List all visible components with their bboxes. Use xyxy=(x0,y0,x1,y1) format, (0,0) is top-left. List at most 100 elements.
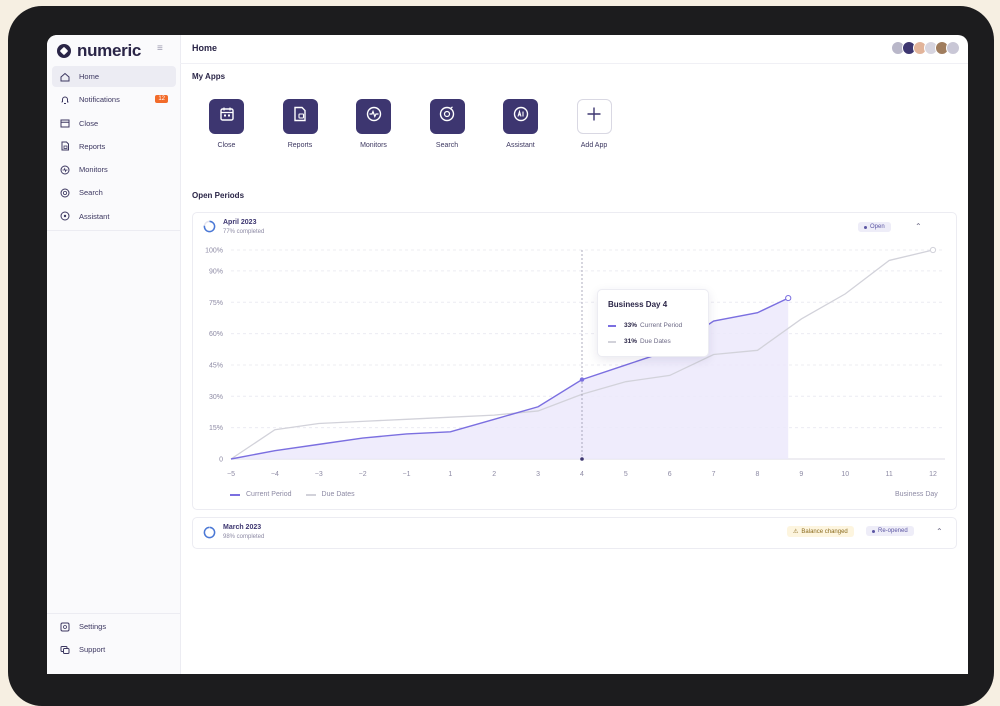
expand-chevron-icon[interactable]: ⌃ xyxy=(936,527,943,536)
top-bar: Home xyxy=(180,35,968,64)
y-tick-label: 100% xyxy=(205,248,223,255)
current-highlight-point xyxy=(579,377,585,382)
x-tick-label: 11 xyxy=(885,471,892,478)
collapse-sidebar-icon[interactable]: ≡ xyxy=(157,43,163,54)
y-tick-label: 90% xyxy=(209,268,223,275)
warning-icon: ⚠ xyxy=(793,529,799,535)
tooltip-row-due: 31% Due Dates xyxy=(608,338,671,345)
period-progress-text: 77% completed xyxy=(223,229,265,235)
x-tick-label: 8 xyxy=(756,471,760,478)
y-tick-label: 75% xyxy=(209,300,223,307)
app-search[interactable]: Search xyxy=(429,99,466,149)
brand-logo[interactable]: numeric xyxy=(57,41,141,61)
sidebar-item-monitors[interactable]: Monitors xyxy=(52,159,176,180)
notification-count-badge: 12 xyxy=(155,95,168,104)
app-assistant[interactable]: Assistant xyxy=(502,99,539,149)
tooltip-swatch xyxy=(608,340,616,343)
support-icon xyxy=(59,644,70,655)
app-close[interactable]: Close xyxy=(208,99,245,149)
sidebar-divider xyxy=(47,230,180,231)
app-monitors[interactable]: Monitors xyxy=(355,99,392,149)
tooltip-value: 33% xyxy=(624,322,638,329)
axis-highlight-point xyxy=(580,457,584,461)
period-progress-text: 98% completed xyxy=(223,534,265,540)
assistant-icon xyxy=(513,106,529,127)
calendar-icon xyxy=(59,118,70,129)
period-card-march[interactable]: March 2023 98% completed ⚠ Balance chang… xyxy=(192,517,957,549)
app-label: Monitors xyxy=(360,142,387,149)
sidebar-item-label: Notifications xyxy=(79,95,120,105)
avatar xyxy=(946,41,960,55)
sidebar-divider xyxy=(47,613,180,614)
status-dot-icon xyxy=(872,529,875,533)
collapse-chevron-icon[interactable]: ⌃ xyxy=(915,222,922,231)
app-label: Close xyxy=(217,142,236,149)
sidebar-item-reports[interactable]: Reports xyxy=(52,136,176,157)
sidebar-nav: Home Notifications 12 Close Reports xyxy=(52,66,176,229)
status-label: Open xyxy=(870,224,885,230)
calendar-icon xyxy=(219,106,235,127)
x-tick-label: 5 xyxy=(624,471,628,478)
app-label: Search xyxy=(435,142,459,149)
legend-swatch-current xyxy=(230,493,240,496)
current-period-area xyxy=(231,298,789,459)
sidebar-item-label: Close xyxy=(79,118,99,128)
tooltip-value: 31% xyxy=(624,338,638,345)
status-badge: Re-opened xyxy=(866,526,914,536)
x-tick-label: −4 xyxy=(271,471,279,478)
tooltip-title: Business Day 4 xyxy=(608,300,668,309)
y-tick-label: 30% xyxy=(209,394,223,401)
sidebar-item-support[interactable]: Support xyxy=(52,639,176,660)
bell-icon xyxy=(59,94,70,105)
x-tick-label: −2 xyxy=(359,471,367,478)
x-tick-label: 7 xyxy=(712,471,716,478)
sidebar-item-settings[interactable]: Settings xyxy=(52,616,176,637)
tooltip-swatch xyxy=(608,324,616,327)
progress-ring-icon xyxy=(203,220,216,233)
app-launcher: Close Reports Monitors xyxy=(208,99,649,149)
app-tile xyxy=(429,99,465,134)
sidebar-item-label: Home xyxy=(79,72,100,81)
sidebar-item-notifications[interactable]: Notifications 12 xyxy=(52,89,176,110)
sidebar-item-search[interactable]: Search xyxy=(52,182,176,203)
open-periods-heading: Open Periods xyxy=(192,191,245,200)
y-tick-label: 0 xyxy=(219,457,223,464)
period-title: March 2023 xyxy=(223,524,262,531)
sidebar-item-label: Reports xyxy=(79,141,106,151)
app-window: numeric ≡ Home Notifications 12 xyxy=(47,35,968,674)
y-tick-label: 45% xyxy=(209,362,223,369)
status-label: Re-opened xyxy=(878,528,908,534)
app-add[interactable]: Add App xyxy=(576,99,613,149)
sidebar-item-close[interactable]: Close xyxy=(52,113,176,134)
monitor-icon xyxy=(366,106,382,127)
x-tick-label: 10 xyxy=(841,471,849,478)
plus-icon xyxy=(586,106,602,127)
numeric-logo-icon xyxy=(57,44,71,58)
x-tick-label: −1 xyxy=(403,471,411,478)
x-tick-label: 1 xyxy=(448,471,452,478)
progress-ring-icon xyxy=(203,526,216,539)
search-icon xyxy=(59,187,70,198)
sidebar-item-home[interactable]: Home xyxy=(52,66,176,87)
app-tile xyxy=(576,99,612,134)
badge-label: Balance changed xyxy=(801,528,848,535)
chart-legend: Current Period Due Dates xyxy=(230,491,355,498)
user-avatars[interactable] xyxy=(891,41,960,55)
due-end-point xyxy=(929,246,937,254)
x-tick-label: −3 xyxy=(315,471,323,478)
app-tile xyxy=(209,99,244,134)
tooltip-row-current: 33% Current Period xyxy=(608,322,682,329)
sidebar-item-label: Settings xyxy=(79,622,107,631)
x-tick-label: 12 xyxy=(929,471,937,478)
sidebar-item-label: Search xyxy=(79,188,103,198)
chart-tooltip: Business Day 4 33% Current Period 31% Du… xyxy=(597,289,709,357)
progress-chart: 015%30%45%60%75%90%100%−5 −4 −3 −2 −1 1 2 3 4 5 6 7… xyxy=(205,246,945,478)
current-end-point xyxy=(785,294,792,302)
status-badge: Open xyxy=(858,222,891,232)
sidebar-item-assistant[interactable]: Assistant xyxy=(52,206,176,227)
report-icon xyxy=(292,106,308,127)
app-reports[interactable]: Reports xyxy=(282,99,319,149)
balance-changed-badge: ⚠ Balance changed xyxy=(787,526,854,537)
legend-swatch-due xyxy=(305,493,316,496)
monitor-icon xyxy=(59,164,70,175)
